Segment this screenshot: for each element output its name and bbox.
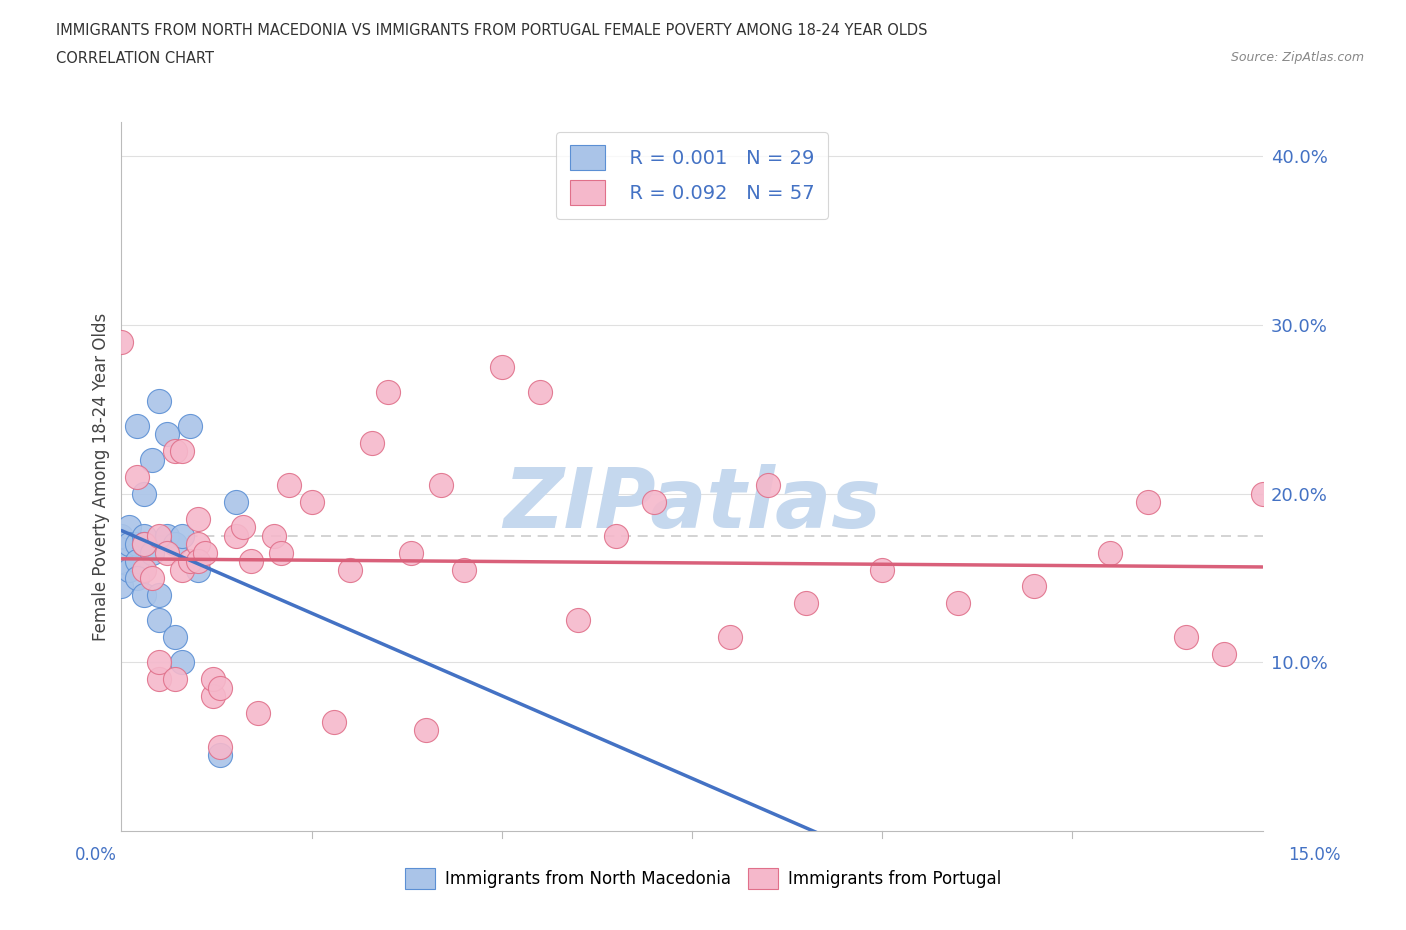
Point — [125, 469, 148, 484]
Point — [323, 714, 346, 729]
Point — [1327, 528, 1350, 543]
Point — [239, 553, 262, 568]
Legend:   R = 0.001   N = 29,   R = 0.092   N = 57: R = 0.001 N = 29, R = 0.092 N = 57 — [557, 132, 828, 219]
Point — [148, 528, 170, 543]
Point — [141, 452, 163, 467]
Text: ZIPatlas: ZIPatlas — [503, 464, 882, 546]
Point — [156, 545, 179, 560]
Point — [141, 570, 163, 585]
Point — [179, 418, 201, 433]
Point — [148, 671, 170, 686]
Point — [141, 545, 163, 560]
Point — [277, 478, 299, 493]
Point — [134, 537, 156, 551]
Text: 0.0%: 0.0% — [75, 846, 117, 864]
Text: IMMIGRANTS FROM NORTH MACEDONIA VS IMMIGRANTS FROM PORTUGAL FEMALE POVERTY AMONG: IMMIGRANTS FROM NORTH MACEDONIA VS IMMIG… — [56, 23, 928, 38]
Point — [163, 671, 186, 686]
Point — [172, 528, 194, 543]
Point — [1365, 638, 1388, 653]
Point — [110, 579, 132, 594]
Point — [163, 630, 186, 644]
Point — [270, 545, 292, 560]
Point — [110, 528, 132, 543]
Point — [225, 528, 247, 543]
Point — [186, 537, 208, 551]
Point — [172, 562, 194, 577]
Point — [1251, 486, 1274, 501]
Point — [377, 385, 399, 400]
Point — [156, 528, 179, 543]
Point — [567, 613, 589, 628]
Point — [172, 655, 194, 670]
Point — [1213, 646, 1236, 661]
Point — [118, 520, 141, 535]
Point — [1137, 495, 1160, 510]
Point — [209, 681, 232, 696]
Point — [1099, 545, 1122, 560]
Point — [491, 359, 513, 374]
Point — [301, 495, 323, 510]
Point — [399, 545, 422, 560]
Point — [361, 435, 384, 450]
Point — [209, 739, 232, 754]
Point — [125, 537, 148, 551]
Point — [225, 495, 247, 510]
Text: CORRELATION CHART: CORRELATION CHART — [56, 51, 214, 66]
Point — [247, 706, 270, 721]
Point — [186, 562, 208, 577]
Point — [134, 486, 156, 501]
Point — [194, 545, 217, 560]
Point — [186, 512, 208, 526]
Point — [125, 553, 148, 568]
Point — [453, 562, 475, 577]
Point — [1175, 630, 1198, 644]
Point — [870, 562, 893, 577]
Point — [948, 596, 970, 611]
Point — [232, 520, 254, 535]
Point — [179, 553, 201, 568]
Point — [110, 553, 132, 568]
Point — [339, 562, 361, 577]
Point — [1289, 553, 1312, 568]
Point — [415, 723, 437, 737]
Text: 15.0%: 15.0% — [1288, 846, 1341, 864]
Point — [134, 588, 156, 603]
Point — [148, 393, 170, 408]
Point — [148, 588, 170, 603]
Point — [148, 613, 170, 628]
Point — [163, 444, 186, 458]
Point — [125, 418, 148, 433]
Point — [134, 562, 156, 577]
Point — [118, 562, 141, 577]
Text: Source: ZipAtlas.com: Source: ZipAtlas.com — [1230, 51, 1364, 64]
Point — [209, 748, 232, 763]
Point — [430, 478, 453, 493]
Point — [605, 528, 627, 543]
Point — [643, 495, 665, 510]
Point — [118, 537, 141, 551]
Point — [134, 528, 156, 543]
Point — [201, 689, 224, 704]
Point — [172, 444, 194, 458]
Point — [794, 596, 817, 611]
Point — [156, 427, 179, 442]
Point — [263, 528, 285, 543]
Point — [529, 385, 551, 400]
Legend: Immigrants from North Macedonia, Immigrants from Portugal: Immigrants from North Macedonia, Immigra… — [398, 861, 1008, 896]
Point — [186, 553, 208, 568]
Point — [134, 537, 156, 551]
Point — [110, 334, 132, 349]
Point — [125, 570, 148, 585]
Y-axis label: Female Poverty Among 18-24 Year Olds: Female Poverty Among 18-24 Year Olds — [93, 312, 110, 641]
Point — [718, 630, 741, 644]
Point — [201, 671, 224, 686]
Point — [163, 537, 186, 551]
Point — [1024, 579, 1046, 594]
Point — [148, 655, 170, 670]
Point — [756, 478, 779, 493]
